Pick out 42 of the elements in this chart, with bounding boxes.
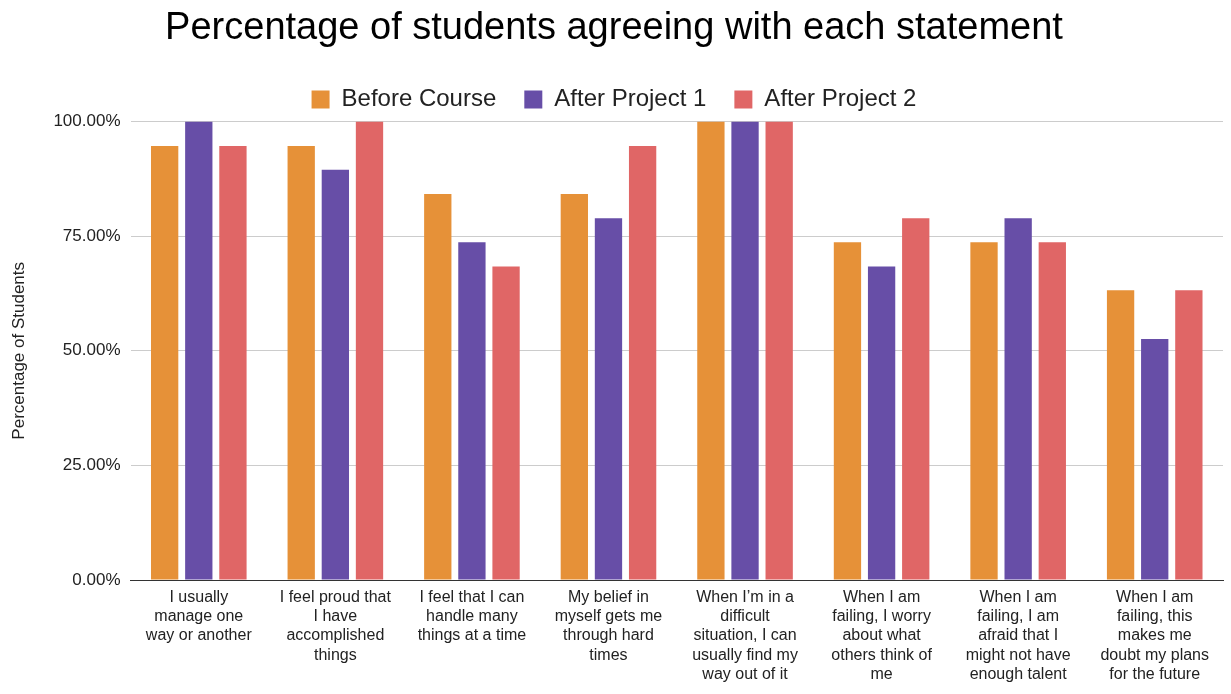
legend-label: Before Course [341,84,497,112]
bar [594,218,623,580]
y-tick-label: 25.00% [62,455,121,475]
x-tick-label: I feel proud that I have accomplished things [279,588,392,663]
bar [355,121,384,580]
bar [628,145,657,580]
bar [492,266,520,580]
bar [765,121,793,580]
bar [1106,290,1135,580]
x-tick-label: When I am failing, I am afraid that I might not have enough talent [965,588,1071,682]
x-tick-label: When I’m in a difficult situation, I can usually find my way out of it [692,588,798,682]
y-axis-title: Percentage of Students [8,261,28,440]
chart-title: Percentage of students agreeing with each statement [165,5,1064,48]
bar [731,121,759,580]
x-tick-label: When I am failing, I worry about what others think of me [831,588,933,682]
bar [287,145,315,580]
bar [867,266,896,580]
y-tick-label: 75.00% [62,225,121,245]
bar [970,242,998,580]
x-tick-label: When I am failing, this makes me doubt my plans for the future [1100,588,1209,682]
bar [321,169,350,580]
bar [151,145,179,580]
y-tick-label: 0.00% [72,569,121,589]
y-tick-label: 50.00% [62,340,121,360]
x-tick-label: I feel that I can handle many things at a time [417,588,527,644]
bar [560,194,588,580]
bar [1141,338,1169,580]
bar [697,121,725,580]
bar [833,242,862,580]
legend-label: After Project 2 [764,84,917,112]
bar [219,145,247,580]
bar [1175,290,1203,580]
bar [424,194,452,580]
legend-label: After Project 1 [554,84,707,112]
bar [458,242,486,580]
x-tick-label: I usually manage one way or another [144,588,253,644]
x-tick-label: My belief in myself gets me through hard times [554,588,663,663]
bar [902,218,930,580]
bar [1004,218,1032,580]
bar [185,121,213,580]
bar [1038,242,1066,580]
y-tick-label: 100.00% [53,111,121,131]
